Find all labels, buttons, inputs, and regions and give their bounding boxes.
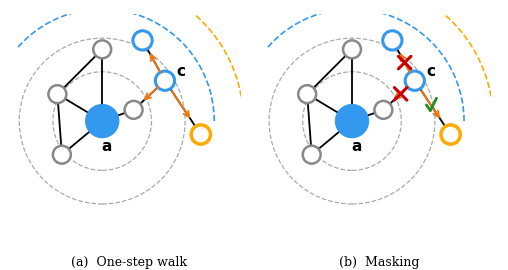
Circle shape: [374, 101, 392, 119]
Text: c: c: [426, 64, 435, 79]
Circle shape: [383, 31, 402, 50]
Circle shape: [191, 125, 210, 144]
Circle shape: [86, 105, 118, 137]
Circle shape: [53, 146, 71, 164]
Text: c: c: [176, 64, 185, 79]
Text: (a)  One-step walk: (a) One-step walk: [71, 255, 187, 269]
Circle shape: [303, 146, 321, 164]
Circle shape: [298, 85, 316, 103]
Circle shape: [133, 31, 152, 50]
Circle shape: [155, 71, 175, 90]
Circle shape: [48, 85, 67, 103]
Circle shape: [405, 71, 424, 90]
Text: (b)  Masking: (b) Masking: [339, 255, 419, 269]
Circle shape: [343, 40, 361, 58]
Circle shape: [336, 105, 368, 137]
Circle shape: [441, 125, 460, 144]
Text: a: a: [352, 139, 362, 154]
Circle shape: [124, 101, 143, 119]
Circle shape: [93, 40, 111, 58]
Text: a: a: [102, 139, 112, 154]
